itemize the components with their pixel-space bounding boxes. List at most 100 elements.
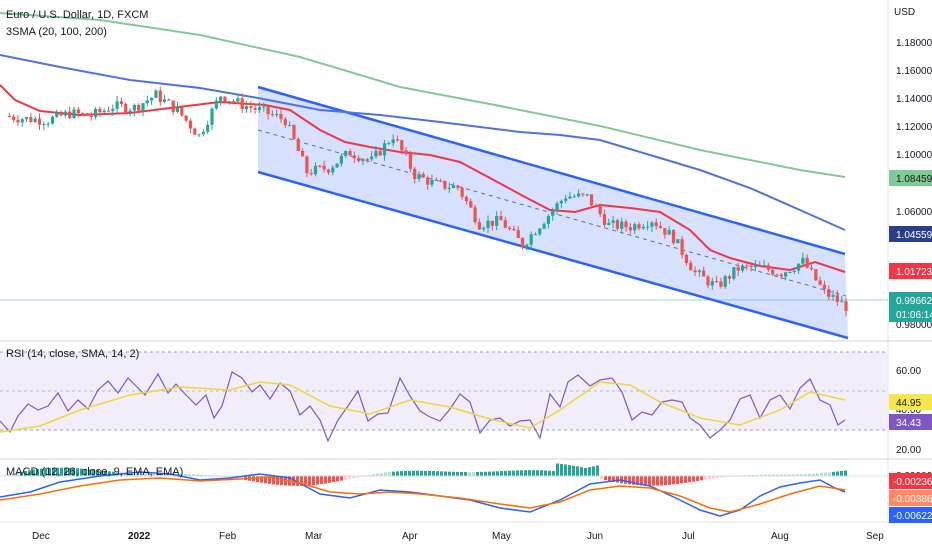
candle-body[interactable] <box>663 228 667 235</box>
candle-body[interactable] <box>223 96 227 102</box>
candle-body[interactable] <box>572 196 576 198</box>
candle-body[interactable] <box>499 216 503 221</box>
candle-body[interactable] <box>710 281 714 286</box>
candle-body[interactable] <box>486 220 490 228</box>
candle-body[interactable] <box>292 125 296 139</box>
candle-body[interactable] <box>7 116 11 117</box>
candle-body[interactable] <box>809 267 814 270</box>
candle-body[interactable] <box>447 187 451 189</box>
candle-body[interactable] <box>162 99 167 102</box>
candle-body[interactable] <box>236 98 240 102</box>
candle-body[interactable] <box>771 269 775 275</box>
candle-body[interactable] <box>844 301 848 311</box>
chart-title[interactable]: Euro / U.S. Dollar, 1D, FXCM <box>6 9 148 21</box>
candle-body[interactable] <box>805 257 809 268</box>
candle-body[interactable] <box>37 118 42 125</box>
candle-body[interactable] <box>400 140 404 151</box>
candle-body[interactable] <box>98 108 102 113</box>
candle-body[interactable] <box>676 239 680 244</box>
candle-body[interactable] <box>611 220 615 223</box>
candle-body[interactable] <box>357 158 361 162</box>
candle-body[interactable] <box>408 153 413 169</box>
candle-body[interactable] <box>490 220 494 226</box>
candle-body[interactable] <box>253 108 257 110</box>
candle-body[interactable] <box>421 174 425 178</box>
candle-body[interactable] <box>175 106 180 113</box>
candle-body[interactable] <box>24 117 29 120</box>
candle-body[interactable] <box>464 196 469 202</box>
candle-body[interactable] <box>158 90 162 102</box>
candle-body[interactable] <box>667 230 671 235</box>
candle-body[interactable] <box>641 226 645 229</box>
candle-body[interactable] <box>555 203 559 211</box>
candle-body[interactable] <box>81 113 85 115</box>
candle-body[interactable] <box>814 269 818 281</box>
candle-body[interactable] <box>732 267 736 279</box>
candle-body[interactable] <box>249 106 253 109</box>
candle-body[interactable] <box>684 254 689 264</box>
candle-body[interactable] <box>288 125 292 127</box>
candle-body[interactable] <box>615 220 620 229</box>
candle-body[interactable] <box>16 119 20 123</box>
candle-body[interactable] <box>93 108 98 117</box>
rsi-line[interactable] <box>0 371 846 443</box>
candle-body[interactable] <box>598 205 602 215</box>
candle-body[interactable] <box>171 100 175 113</box>
candle-body[interactable] <box>378 150 382 156</box>
candle-body[interactable] <box>624 221 628 228</box>
candle-body[interactable] <box>697 270 701 273</box>
candle-body[interactable] <box>443 180 447 189</box>
candle-body[interactable] <box>749 265 753 268</box>
candle-body[interactable] <box>210 108 214 125</box>
candle-body[interactable] <box>63 111 67 116</box>
rsi-panel-label[interactable]: RSI (14, close, SMA, 14, 2) <box>6 348 139 360</box>
candle-body[interactable] <box>727 276 732 279</box>
candle-body[interactable] <box>72 109 76 118</box>
candle-body[interactable] <box>167 99 171 101</box>
candle-body[interactable] <box>219 96 223 101</box>
candle-body[interactable] <box>214 100 218 109</box>
candle-body[interactable] <box>188 120 193 129</box>
candle-body[interactable] <box>106 110 111 112</box>
candle-body[interactable] <box>55 111 59 117</box>
candle-body[interactable] <box>257 107 262 110</box>
candle-body[interactable] <box>758 264 762 266</box>
candle-body[interactable] <box>706 276 710 286</box>
macd-histogram[interactable] <box>4 463 847 486</box>
regression-channel-lower[interactable] <box>257 170 849 340</box>
candle-body[interactable] <box>650 222 654 227</box>
candle-body[interactable] <box>779 274 783 277</box>
candle-body[interactable] <box>469 201 473 208</box>
candle-body[interactable] <box>529 234 533 245</box>
candle-body[interactable] <box>637 224 641 229</box>
sma100-line[interactable] <box>0 54 846 231</box>
signal-line[interactable] <box>0 476 846 513</box>
candle-body[interactable] <box>775 274 779 276</box>
candle-body[interactable] <box>318 165 322 167</box>
candle-body[interactable] <box>723 276 727 287</box>
candle-body[interactable] <box>20 119 24 123</box>
candle-body[interactable] <box>391 139 395 144</box>
candle-body[interactable] <box>111 108 115 112</box>
candle-body[interactable] <box>132 104 136 111</box>
candle-body[interactable] <box>197 134 201 136</box>
candle-body[interactable] <box>792 270 796 272</box>
candle-body[interactable] <box>456 185 460 188</box>
candle-body[interactable] <box>564 198 568 201</box>
price-candles[interactable] <box>7 86 848 317</box>
candle-body[interactable] <box>141 103 145 111</box>
regression-channel-upper[interactable] <box>257 85 846 256</box>
candle-body[interactable] <box>585 194 589 196</box>
candle-body[interactable] <box>59 111 63 116</box>
candle-body[interactable] <box>801 257 805 264</box>
candle-body[interactable] <box>451 185 456 188</box>
candle-body[interactable] <box>262 106 266 108</box>
candle-body[interactable] <box>150 97 154 101</box>
candle-body[interactable] <box>102 110 106 113</box>
candle-body[interactable] <box>658 226 663 229</box>
candle-body[interactable] <box>42 124 46 126</box>
candle-body[interactable] <box>693 270 697 273</box>
candle-body[interactable] <box>76 109 80 114</box>
candle-body[interactable] <box>568 196 572 199</box>
